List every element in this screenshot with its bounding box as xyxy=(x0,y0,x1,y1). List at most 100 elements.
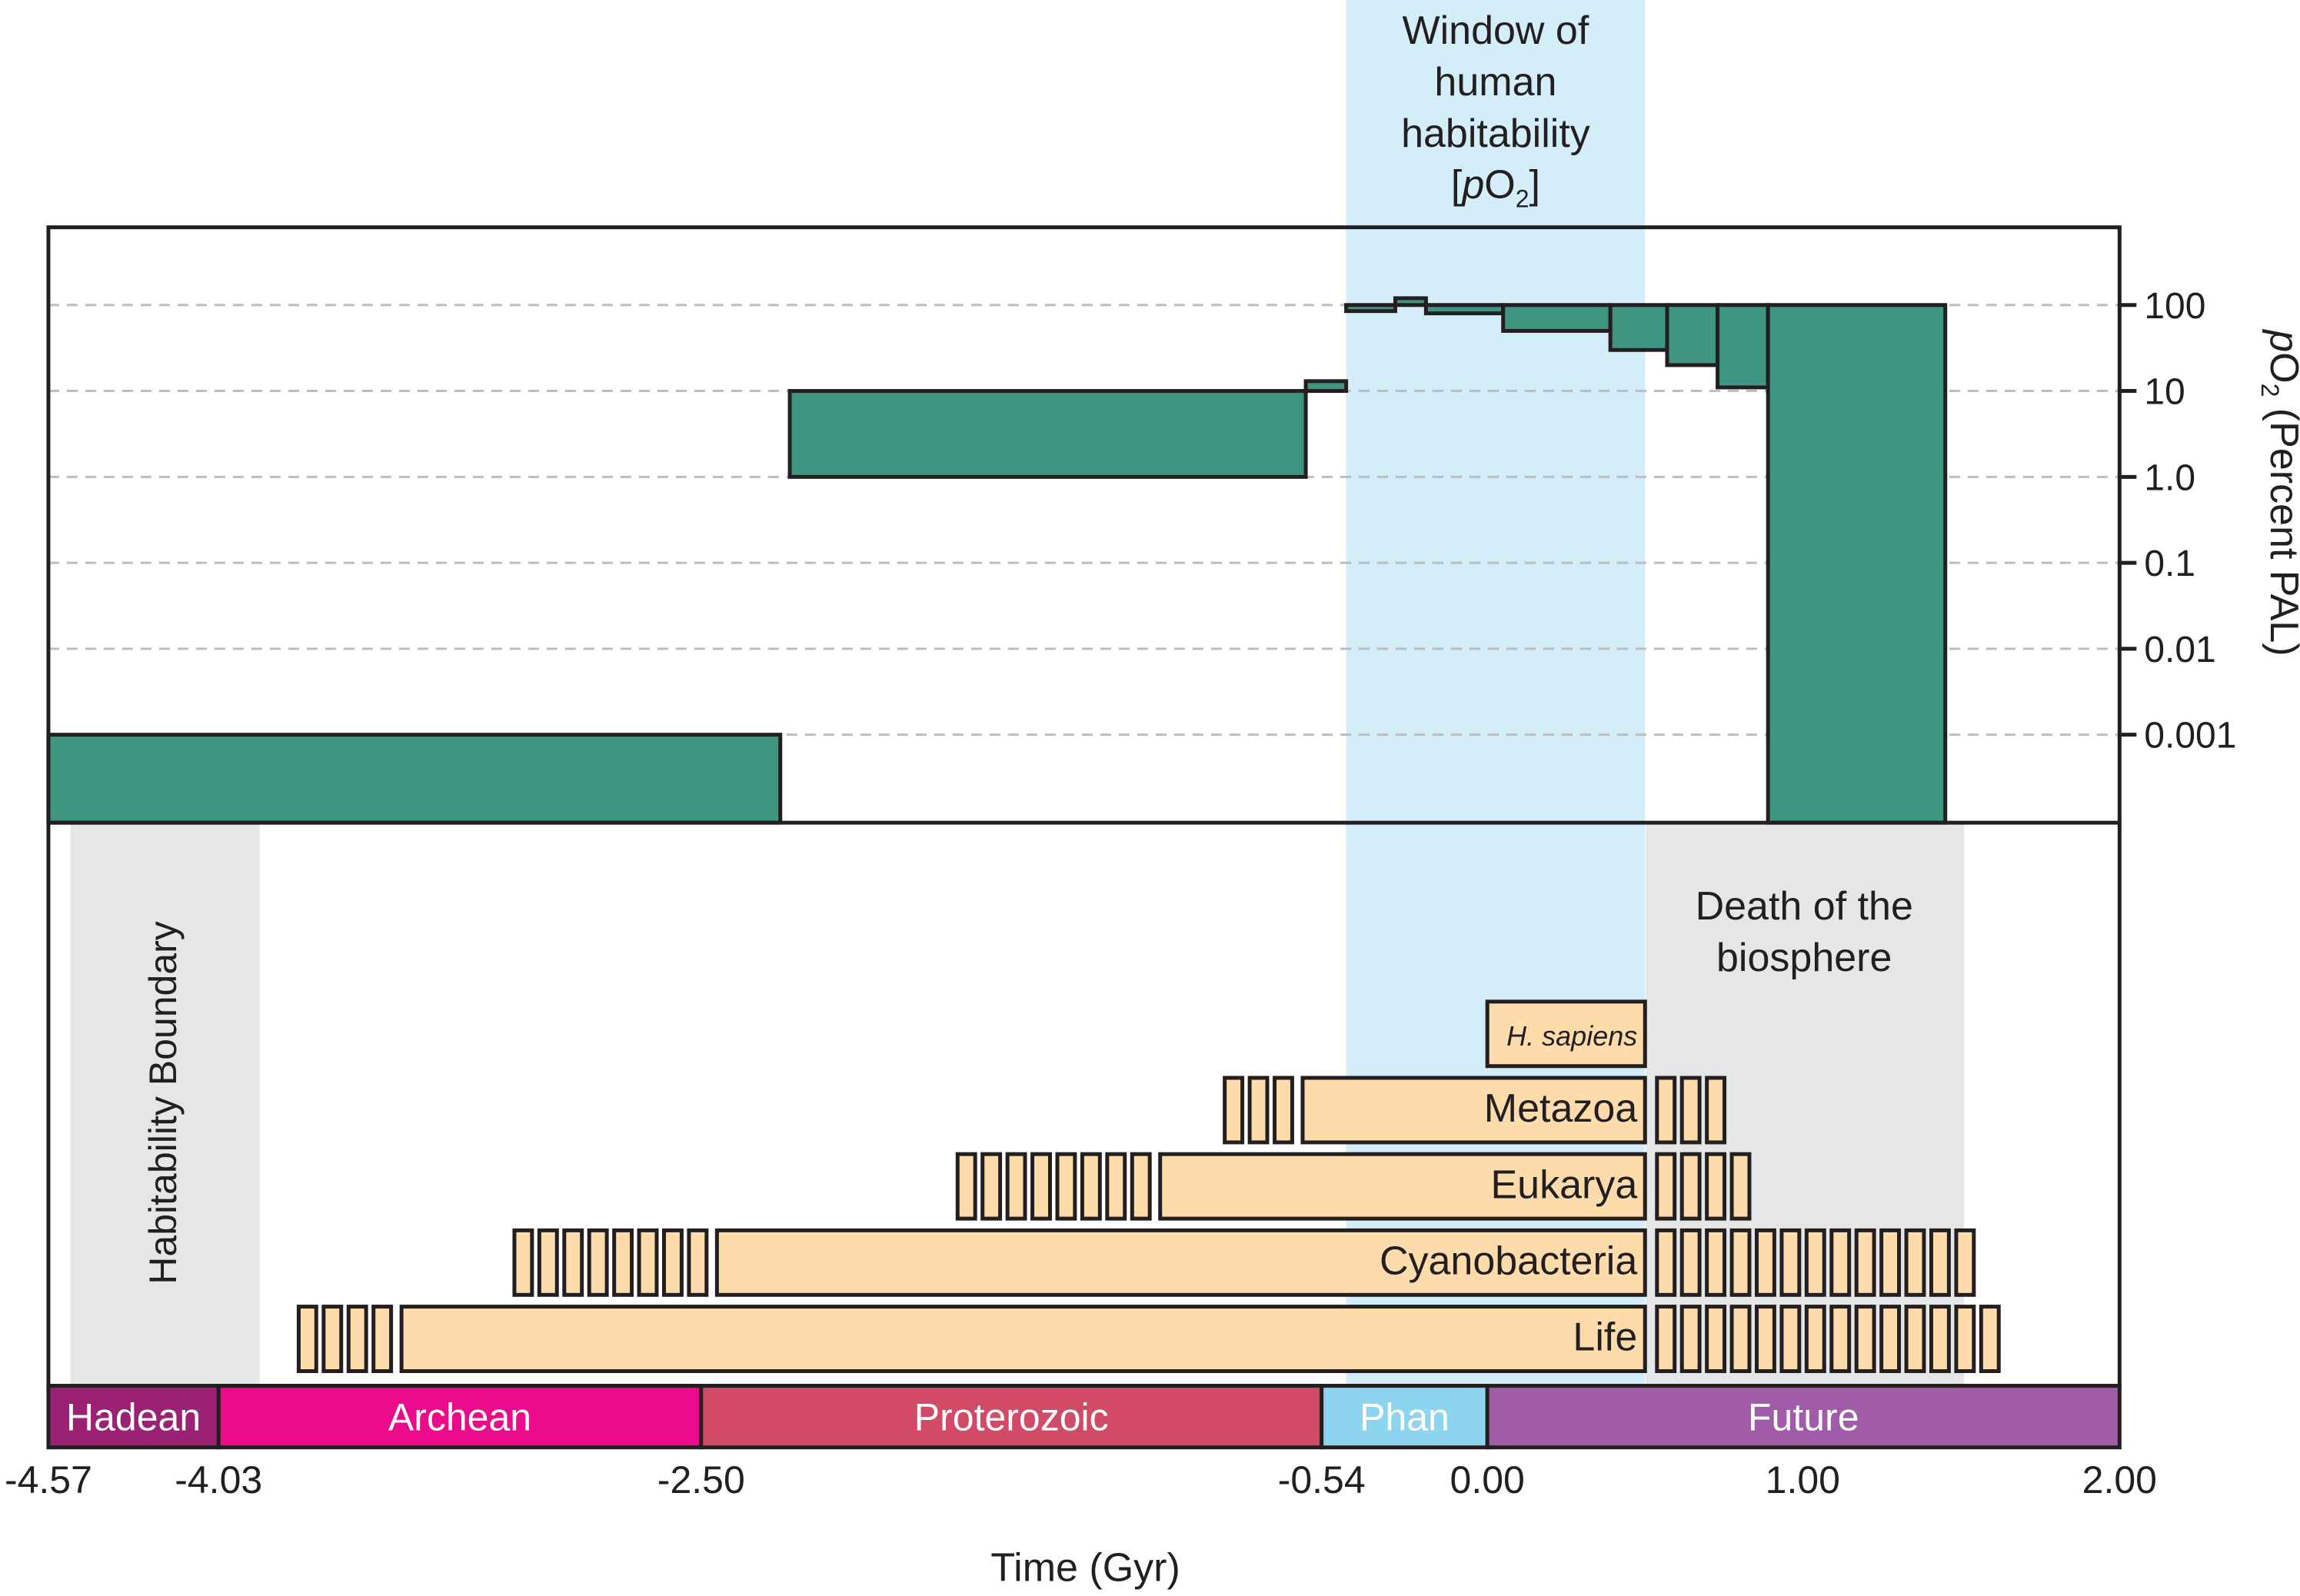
uncertainty-tick-before xyxy=(1223,1076,1245,1145)
oxygen-step xyxy=(1303,379,1349,394)
life-range-label: H. sapiens xyxy=(1506,1020,1637,1052)
uncertainty-tick-after xyxy=(1705,1152,1727,1221)
uncertainty-tick-after xyxy=(1679,1305,1702,1374)
y-tick-label: 100 xyxy=(2144,286,2205,327)
era-label: Archean xyxy=(388,1395,531,1438)
uncertainty-tick-before xyxy=(1005,1152,1027,1221)
x-tick-label: 2.00 xyxy=(2082,1458,2157,1501)
uncertainty-tick-before xyxy=(296,1305,318,1374)
y-axis: 100 10 1.0 0.1 0.01 0.001 pO2 (Percent PAL) xyxy=(2119,286,2300,756)
x-tick-label: 0.00 xyxy=(1450,1458,1525,1501)
uncertainty-tick-after xyxy=(1879,1228,1902,1297)
y-tick-label: 0.01 xyxy=(2144,630,2215,670)
uncertainty-tick-after xyxy=(1755,1228,1776,1297)
uncertainty-tick-after xyxy=(1729,1152,1752,1221)
oxygen-step xyxy=(1344,303,1397,314)
uncertainty-tick-after xyxy=(1929,1228,1951,1297)
oxygen-step xyxy=(1501,303,1613,333)
uncertainty-tick-after xyxy=(1705,1076,1727,1145)
era-phan xyxy=(1320,1384,1490,1450)
uncertainty-tick-before xyxy=(512,1228,534,1297)
uncertainty-tick-after xyxy=(1879,1305,1902,1374)
life-range-label: Life xyxy=(1573,1315,1637,1360)
uncertainty-tick-after xyxy=(1954,1228,1976,1297)
x-tick-label: -0.54 xyxy=(1278,1458,1366,1501)
y-tick-label: 10 xyxy=(2144,372,2185,413)
window-label-line: Window of xyxy=(1403,8,1589,53)
life-range-bar xyxy=(1300,1076,1647,1145)
death-of-biosphere-label: biosphere xyxy=(1716,936,1892,980)
uncertainty-tick-before xyxy=(612,1228,634,1297)
uncertainty-tick-after xyxy=(1804,1305,1826,1374)
oxygen-series xyxy=(46,296,1948,825)
era-hadean xyxy=(46,1384,221,1450)
x-tick-label: -4.57 xyxy=(5,1458,92,1501)
x-tick-label: 1.00 xyxy=(1766,1458,1840,1501)
uncertainty-tick-after xyxy=(1655,1152,1677,1221)
era-proterozoic xyxy=(699,1384,1324,1450)
uncertainty-tick-before xyxy=(1273,1076,1294,1145)
oxygen-step xyxy=(1608,303,1669,352)
window-po2-part: 2 xyxy=(1516,185,1529,213)
life-range-label: Eukarya xyxy=(1490,1162,1637,1207)
era-label: Hadean xyxy=(66,1395,201,1438)
uncertainty-tick-after xyxy=(1779,1228,1802,1297)
life-range-label: Metazoa xyxy=(1484,1086,1638,1131)
era-label: Proterozoic xyxy=(914,1395,1109,1438)
era-label: Phan xyxy=(1360,1395,1450,1438)
uncertainty-tick-before xyxy=(371,1305,394,1374)
life-range-label: Cyanobacteria xyxy=(1380,1239,1637,1283)
uncertainty-tick-before xyxy=(955,1152,977,1221)
uncertainty-tick-after xyxy=(1679,1076,1702,1145)
x-axis: -4.57 -4.03 -2.50 -0.54 0.00 1.00 2.00 Time (Gy… xyxy=(5,1458,2157,1590)
window-po2-label: [pO2] xyxy=(1451,163,1540,213)
uncertainty-tick-after xyxy=(1804,1228,1826,1297)
uncertainty-tick-after xyxy=(1829,1305,1852,1374)
life-ranges: H. sapiens Metazoa Eukarya Cyanobacteria Lif… xyxy=(296,999,2001,1374)
y-label-rest: (Percent PAL) xyxy=(2262,397,2300,656)
life-range-bar xyxy=(399,1305,1647,1374)
era-label: Future xyxy=(1748,1395,1859,1438)
uncertainty-tick-after xyxy=(1929,1305,1951,1374)
era-future xyxy=(1485,1384,2122,1450)
oxygen-step xyxy=(787,389,1308,479)
window-label-line: human xyxy=(1434,60,1556,105)
death-of-biosphere-label: Death of the xyxy=(1696,884,1913,929)
oxygen-step xyxy=(1665,303,1720,367)
uncertainty-tick-after xyxy=(1904,1305,1926,1374)
window-po2-part: [ xyxy=(1451,163,1463,208)
uncertainty-tick-before xyxy=(980,1152,1003,1221)
uncertainty-tick-after xyxy=(1829,1228,1852,1297)
uncertainty-tick-after xyxy=(1705,1228,1727,1297)
uncertainty-tick-after xyxy=(1904,1228,1926,1297)
uncertainty-tick-after xyxy=(1705,1305,1727,1374)
oxygen-step xyxy=(1766,303,1948,825)
uncertainty-tick-before xyxy=(1105,1152,1127,1221)
uncertainty-tick-after xyxy=(1854,1305,1876,1374)
y-label-sub: 2 xyxy=(2256,384,2284,397)
annotations: Window of human habitability [pO2] Habitabil… xyxy=(141,8,1913,1284)
x-axis-label: Time (Gyr) xyxy=(990,1545,1180,1590)
window-po2-part: O xyxy=(1484,163,1515,208)
uncertainty-tick-after xyxy=(1979,1305,2001,1374)
uncertainty-tick-after xyxy=(1679,1228,1702,1297)
life-range-bar xyxy=(1158,1152,1647,1221)
uncertainty-tick-after xyxy=(1729,1305,1752,1374)
uncertainty-tick-after xyxy=(1954,1305,1976,1374)
uncertainty-tick-after xyxy=(1655,1305,1677,1374)
uncertainty-tick-before xyxy=(637,1228,659,1297)
oxygen-step xyxy=(1393,296,1428,308)
uncertainty-tick-before xyxy=(321,1305,344,1374)
uncertainty-tick-before xyxy=(1030,1152,1052,1221)
uncertainty-tick-after xyxy=(1655,1228,1677,1297)
y-tick-label: 0.1 xyxy=(2144,544,2195,584)
y-tick-label: 1.0 xyxy=(2144,457,2195,498)
uncertainty-tick-after xyxy=(1679,1152,1702,1221)
y-axis-label: pO2 (Percent PAL) xyxy=(2256,328,2300,656)
uncertainty-tick-after xyxy=(1755,1305,1776,1374)
uncertainty-tick-before xyxy=(562,1228,584,1297)
era-archean xyxy=(216,1384,704,1450)
habitability-boundary-band xyxy=(70,823,260,1386)
uncertainty-tick-before xyxy=(662,1228,684,1297)
